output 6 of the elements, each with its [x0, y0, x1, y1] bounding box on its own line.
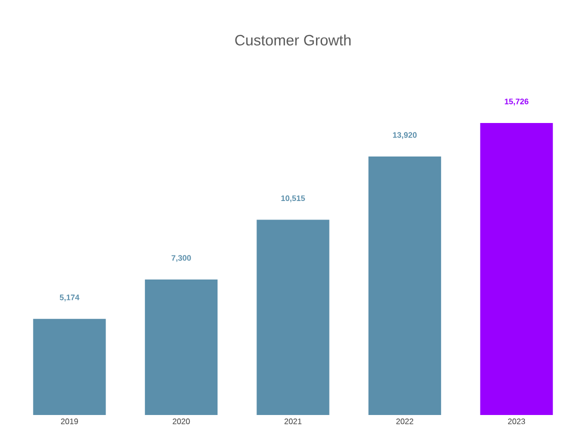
bar	[144, 279, 218, 415]
chart-title: Customer Growth	[235, 34, 351, 46]
bar	[256, 220, 330, 415]
bar	[33, 318, 106, 415]
bar	[480, 122, 553, 415]
bar	[368, 156, 442, 415]
